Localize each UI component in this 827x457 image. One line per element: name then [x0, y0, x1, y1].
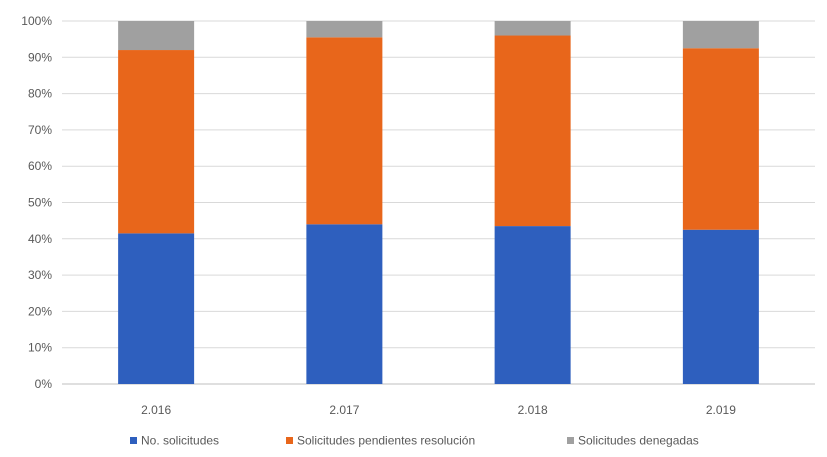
x-tick-label: 2.018: [518, 403, 548, 417]
y-tick-label: 0%: [35, 377, 53, 391]
legend-label: Solicitudes pendientes resolución: [297, 434, 475, 448]
x-tick-label: 2.016: [141, 403, 171, 417]
legend-swatch: [130, 437, 137, 444]
bar-segment-3-2: [306, 21, 383, 38]
y-tick-label: 50%: [28, 196, 52, 210]
y-tick-label: 40%: [28, 232, 52, 246]
bars: [118, 21, 759, 384]
y-tick-label: 80%: [28, 87, 52, 101]
bar-segment-2-4: [682, 48, 759, 230]
x-tick-label: 2.017: [329, 403, 359, 417]
legend-label: No. solicitudes: [141, 434, 219, 448]
bar-segment-1-1: [118, 233, 195, 384]
y-tick-label: 30%: [28, 268, 52, 282]
bar-segment-2-2: [306, 37, 383, 225]
x-axis-tick-labels: 2.016 2.017 2.018 2.019: [141, 403, 736, 417]
y-tick-label: 100%: [21, 14, 52, 28]
bar-segment-3-3: [494, 21, 571, 36]
y-tick-label: 70%: [28, 123, 52, 137]
legend: No. solicitudes Solicitudes pendientes re…: [130, 434, 699, 448]
x-tick-label: 2.019: [706, 403, 736, 417]
y-tick-label: 90%: [28, 50, 52, 64]
legend-label: Solicitudes denegadas: [578, 434, 699, 448]
y-tick-label: 10%: [28, 341, 52, 355]
y-tick-label: 60%: [28, 159, 52, 173]
bar-segment-3-1: [118, 21, 195, 51]
y-axis-tick-labels: 0% 10% 20% 30% 40% 50% 60% 70% 80% 90% 100%: [21, 14, 52, 391]
bar-segment-2-1: [118, 50, 195, 234]
y-tick-label: 20%: [28, 304, 52, 318]
legend-swatch: [567, 437, 574, 444]
bar-segment-1-2: [306, 224, 383, 384]
legend-swatch: [286, 437, 293, 444]
bar-segment-1-4: [682, 229, 759, 384]
bar-segment-3-4: [682, 21, 759, 49]
bar-segment-2-3: [494, 35, 571, 227]
bar-segment-1-3: [494, 226, 571, 384]
